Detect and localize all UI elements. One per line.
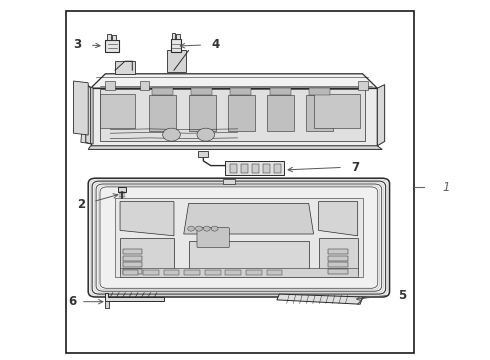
Polygon shape bbox=[149, 95, 176, 131]
Polygon shape bbox=[86, 83, 91, 144]
Bar bbox=[105, 40, 119, 52]
Polygon shape bbox=[81, 85, 93, 144]
Bar bbox=[122, 249, 142, 254]
Bar bbox=[246, 270, 262, 275]
Bar bbox=[328, 249, 348, 254]
Bar bbox=[122, 262, 142, 267]
Bar bbox=[225, 161, 284, 175]
Bar bbox=[358, 81, 368, 90]
Bar bbox=[107, 34, 111, 40]
Bar bbox=[184, 270, 200, 275]
Bar bbox=[328, 262, 348, 267]
Bar bbox=[176, 34, 180, 39]
Polygon shape bbox=[230, 88, 251, 95]
Bar bbox=[328, 256, 348, 261]
Text: 5: 5 bbox=[398, 289, 406, 302]
Polygon shape bbox=[152, 88, 173, 95]
Polygon shape bbox=[120, 238, 174, 274]
Bar bbox=[122, 256, 142, 261]
Polygon shape bbox=[184, 203, 314, 234]
Bar bbox=[140, 81, 149, 90]
Bar bbox=[105, 81, 115, 90]
Bar bbox=[252, 164, 259, 173]
Polygon shape bbox=[189, 95, 216, 131]
Bar bbox=[118, 187, 126, 192]
Bar bbox=[167, 50, 186, 72]
Bar bbox=[122, 270, 138, 275]
Bar bbox=[120, 268, 358, 277]
Text: 2: 2 bbox=[77, 198, 85, 211]
Bar bbox=[328, 269, 348, 274]
Bar bbox=[267, 270, 282, 275]
Circle shape bbox=[188, 226, 195, 231]
Circle shape bbox=[211, 226, 218, 231]
Bar bbox=[225, 270, 241, 275]
Polygon shape bbox=[267, 95, 294, 131]
Polygon shape bbox=[100, 94, 135, 128]
Polygon shape bbox=[318, 238, 358, 274]
Polygon shape bbox=[228, 95, 255, 131]
Polygon shape bbox=[314, 94, 360, 128]
Bar bbox=[264, 164, 270, 173]
Bar bbox=[205, 270, 220, 275]
Bar bbox=[143, 270, 159, 275]
Bar bbox=[242, 164, 248, 173]
Polygon shape bbox=[100, 89, 365, 141]
Polygon shape bbox=[309, 88, 330, 95]
Bar bbox=[112, 35, 116, 40]
Circle shape bbox=[196, 226, 202, 231]
Polygon shape bbox=[120, 202, 174, 236]
Circle shape bbox=[163, 128, 180, 141]
FancyBboxPatch shape bbox=[197, 228, 229, 248]
Bar bbox=[223, 179, 235, 184]
Polygon shape bbox=[91, 88, 377, 146]
Polygon shape bbox=[270, 88, 291, 95]
Text: 4: 4 bbox=[212, 39, 220, 51]
Bar bbox=[122, 269, 142, 274]
Bar bbox=[164, 270, 179, 275]
Circle shape bbox=[203, 226, 210, 231]
Bar bbox=[171, 39, 181, 52]
Polygon shape bbox=[277, 294, 363, 304]
Text: 6: 6 bbox=[69, 295, 76, 308]
Polygon shape bbox=[105, 293, 164, 301]
Circle shape bbox=[197, 128, 215, 141]
Polygon shape bbox=[91, 74, 377, 88]
Polygon shape bbox=[74, 81, 88, 135]
Bar bbox=[274, 164, 281, 173]
Polygon shape bbox=[88, 146, 382, 149]
Text: 3: 3 bbox=[74, 39, 81, 51]
Polygon shape bbox=[306, 95, 333, 131]
Bar bbox=[115, 61, 135, 74]
FancyBboxPatch shape bbox=[88, 178, 390, 297]
Bar bbox=[230, 164, 237, 173]
Text: 7: 7 bbox=[351, 161, 359, 174]
Bar bbox=[198, 151, 208, 157]
Polygon shape bbox=[377, 85, 385, 146]
Polygon shape bbox=[189, 241, 309, 270]
Text: 1: 1 bbox=[442, 181, 450, 194]
Bar bbox=[115, 198, 363, 277]
Polygon shape bbox=[191, 88, 212, 95]
Bar bbox=[66, 11, 414, 353]
Polygon shape bbox=[318, 202, 358, 236]
Bar bbox=[172, 33, 175, 39]
Polygon shape bbox=[105, 301, 109, 308]
